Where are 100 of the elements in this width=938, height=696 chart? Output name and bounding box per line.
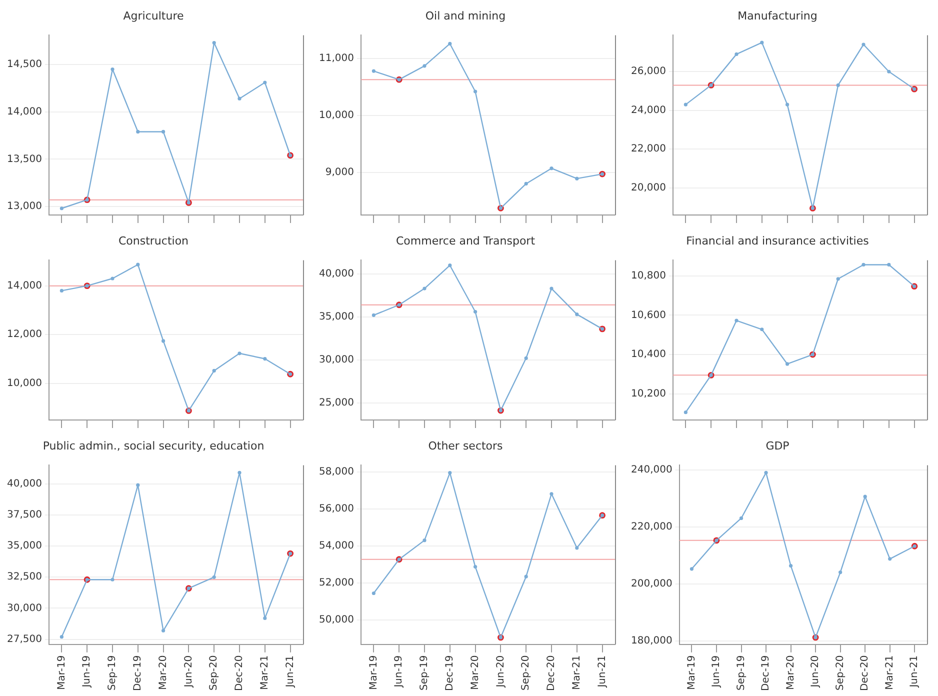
y-tick-label: 40,000	[6, 478, 42, 490]
x-tick-label: Mar-19	[686, 655, 698, 690]
x-tick-label: Mar-20	[470, 655, 481, 690]
point	[238, 470, 242, 474]
y-tick-label: 35,000	[6, 540, 42, 552]
point	[473, 90, 478, 94]
point	[422, 538, 426, 542]
point	[575, 546, 579, 550]
point	[684, 410, 688, 414]
point	[550, 492, 554, 496]
y-tick-label: 56,000	[318, 504, 354, 515]
y-tick-label: 14,000	[6, 280, 42, 292]
point	[684, 102, 688, 106]
point	[862, 42, 866, 46]
point	[734, 52, 738, 56]
x-tick-label: Sep-19	[736, 655, 747, 691]
point	[212, 575, 216, 579]
y-tick-label: 200,000	[630, 578, 672, 590]
y-tick-label: 40,000	[318, 268, 354, 280]
point	[263, 80, 267, 84]
y-tick-label: 14,000	[6, 106, 42, 118]
point	[263, 616, 267, 620]
point	[110, 67, 114, 72]
point	[550, 286, 554, 290]
y-tick-label: 50,000	[318, 614, 354, 626]
point	[862, 262, 866, 267]
x-tick-label: Mar-19	[56, 655, 68, 690]
y-tick-label: 12,000	[6, 329, 42, 340]
chart-title: Construction	[118, 234, 189, 248]
point	[161, 628, 166, 632]
x-tick-label: Dec-19	[760, 655, 772, 692]
x-tick-label: Dec-20	[234, 655, 246, 692]
chart-title: Agriculture	[123, 9, 184, 22]
point	[448, 470, 452, 475]
y-tick-label: 10,000	[6, 378, 42, 389]
point	[887, 70, 891, 74]
y-tick-label: 240,000	[630, 464, 672, 476]
chart-title: Oil and mining	[425, 9, 506, 22]
y-tick-label: 10,400	[630, 349, 666, 360]
point	[690, 567, 694, 571]
chart-title: Public admin., social security, education	[42, 439, 264, 452]
x-tick-label: Jun-19	[711, 655, 722, 688]
point	[136, 130, 140, 134]
y-tick-label: 20,000	[630, 182, 666, 194]
point	[110, 276, 114, 280]
x-tick-label: Sep-20	[520, 655, 532, 691]
y-tick-label: 52,000	[318, 578, 354, 589]
x-tick-label: Jun-21	[909, 655, 920, 688]
x-tick-label: Mar-21	[259, 655, 270, 690]
point	[372, 69, 376, 73]
point	[110, 578, 114, 582]
y-tick-label: 30,000	[318, 354, 354, 366]
chart-title: Financial and insurance activities	[686, 234, 870, 248]
point	[550, 166, 554, 170]
point	[836, 83, 840, 87]
x-tick-label: Jun-21	[284, 655, 296, 688]
x-tick-label: Dec-20	[546, 655, 558, 692]
point	[838, 570, 842, 574]
y-tick-label: 10,800	[630, 270, 666, 282]
point	[448, 42, 452, 46]
point	[473, 564, 478, 569]
point	[760, 40, 764, 44]
point	[60, 635, 64, 639]
y-tick-label: 180,000	[630, 635, 672, 646]
x-tick-label: Sep-20	[834, 655, 846, 691]
y-tick-label: 220,000	[630, 522, 672, 533]
point	[764, 470, 768, 474]
x-tick-label: Dec-19	[444, 655, 456, 692]
chart-title: Other sectors	[428, 439, 504, 452]
x-tick-label: Dec-19	[132, 655, 144, 692]
point	[161, 130, 166, 134]
y-tick-label: 35,000	[318, 311, 354, 322]
x-tick-label: Sep-19	[107, 655, 118, 691]
point	[60, 206, 64, 210]
point	[212, 368, 216, 373]
x-tick-label: Mar-20	[158, 655, 169, 690]
x-tick-label: Mar-19	[368, 655, 380, 690]
point	[473, 310, 478, 314]
point	[785, 102, 790, 106]
x-tick-label: Jun-19	[394, 655, 405, 688]
point	[888, 557, 892, 561]
y-tick-label: 26,000	[630, 66, 666, 78]
point	[739, 516, 744, 520]
point	[448, 264, 452, 268]
point	[238, 96, 242, 100]
y-tick-label: 27,500	[6, 634, 42, 645]
point	[263, 356, 267, 361]
x-tick-label: Sep-20	[208, 655, 220, 691]
point	[524, 574, 528, 578]
point	[372, 313, 376, 317]
point	[136, 483, 140, 487]
y-tick-label: 10,600	[630, 310, 666, 321]
y-tick-label: 10,200	[630, 388, 666, 400]
point	[524, 356, 528, 360]
x-tick-label: Jun-20	[495, 655, 506, 688]
y-tick-label: 13,000	[6, 201, 42, 212]
y-tick-label: 32,500	[6, 572, 42, 583]
x-tick-label: Mar-21	[884, 655, 896, 690]
chart-title: Manufacturing	[738, 9, 818, 22]
x-tick-label: Sep-19	[419, 655, 430, 691]
